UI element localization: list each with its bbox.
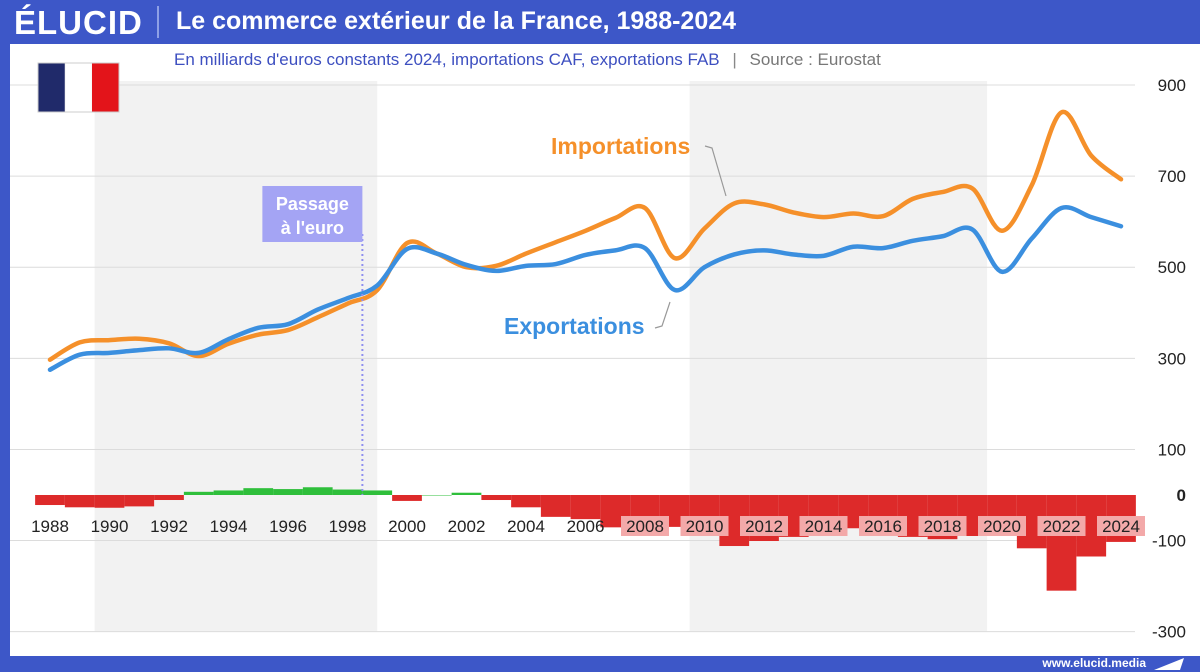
balance-bar-2005 (540, 495, 571, 517)
shaded-period-0 (94, 81, 378, 632)
x-tick-label: 2022 (1043, 517, 1081, 536)
elucid-logo[interactable]: ÉLUCID (14, 4, 143, 41)
x-tick-highlight (978, 516, 1026, 536)
balance-bar-2004 (511, 495, 541, 508)
y-tick-label: 500 (1158, 258, 1186, 277)
balance-bar-1999 (362, 490, 393, 495)
balance-bar-1997 (302, 487, 333, 495)
euro-label-line2: à l'euro (281, 218, 344, 238)
y-tick-label: 300 (1158, 349, 1186, 368)
x-tick-label: 2006 (567, 517, 605, 536)
x-tick-label: 2014 (805, 517, 843, 536)
balance-bar-2003 (481, 495, 512, 501)
x-tick-label: 1988 (31, 517, 69, 536)
site-url[interactable]: www.elucid.media (1042, 656, 1146, 670)
y-tick-label: 0 (1177, 486, 1186, 505)
x-tick-label: 2010 (686, 517, 724, 536)
balance-bar-2002 (451, 492, 482, 495)
balance-bar-2000 (392, 495, 422, 501)
x-tick-highlight (680, 516, 729, 536)
gridlines (10, 84, 1135, 633)
balance-bar-2022 (1046, 495, 1077, 591)
leader-line-importations (704, 145, 727, 197)
x-tick-label: 2008 (626, 517, 664, 536)
leader-line-exportations (654, 301, 671, 329)
balance-bar-1989 (64, 495, 95, 508)
elucid-mark-icon (1154, 658, 1184, 670)
x-tick-highlight (799, 516, 848, 536)
header-bar: ÉLUCID Le commerce extérieur de la Franc… (0, 0, 1200, 44)
x-tick-highlight (1097, 516, 1145, 536)
x-tick-label: 1994 (210, 517, 248, 536)
balance-bar-1996 (273, 489, 303, 495)
france-flag-icon (37, 62, 120, 113)
x-tick-label: 1998 (329, 517, 367, 536)
label-importations: Importations (551, 133, 690, 159)
x-tick-highlight (1037, 516, 1086, 536)
subtitle-main: En milliards d'euros constants 2024, imp… (174, 50, 720, 69)
balance-bar-1992 (154, 495, 184, 501)
balance-bar-1995 (243, 488, 274, 495)
footer-bar: www.elucid.media (0, 656, 1200, 672)
y-tick-label: 700 (1158, 167, 1186, 186)
x-tick-highlight (918, 516, 967, 536)
y-tick-label: 900 (1158, 76, 1186, 95)
series-lines: Importations Exportations (47, 109, 1124, 372)
subtitle-source: Source : Eurostat (750, 50, 882, 69)
tick-labels: 900 700 500 300 100 0 -100 -300 1988 1990 1992 1994… (31, 76, 1186, 642)
x-tick-label: 2004 (507, 517, 545, 536)
x-tick-label: 2016 (864, 517, 902, 536)
y-tick-label: 100 (1158, 440, 1186, 459)
shaded-periods (94, 81, 988, 632)
x-tick-label: 2020 (983, 517, 1021, 536)
x-tick-label: 2024 (1102, 517, 1140, 536)
balance-bar-1993 (183, 491, 214, 495)
y-tick-label: -300 (1152, 623, 1186, 642)
chart-title: Le commerce extérieur de la France, 1988… (176, 7, 737, 35)
x-tick-label: 1996 (269, 517, 307, 536)
subtitle-separator: | (732, 50, 736, 69)
x-tick-highlight (621, 516, 669, 536)
balance-bar-1994 (213, 490, 244, 495)
series-line-exportations (47, 204, 1124, 372)
euro-label-line1: Passage (276, 194, 349, 214)
balance-bar-1990 (94, 495, 125, 508)
x-tick-highlight (740, 516, 788, 536)
x-tick-label: 1990 (91, 517, 129, 536)
balance-bar-1998 (332, 489, 363, 495)
x-tick-label: 2018 (924, 517, 962, 536)
y-tick-label: -100 (1152, 532, 1186, 551)
x-tick-label: 2002 (448, 517, 486, 536)
euro-annotation: Passage à l'euro (262, 186, 364, 495)
balance-bar-2006 (570, 495, 601, 520)
balance-bar-2001 (421, 495, 452, 496)
x-tick-label: 2000 (388, 517, 426, 536)
series-line-importations (47, 109, 1124, 362)
label-exportations: Exportations (504, 313, 645, 339)
balance-bar-1988 (35, 495, 65, 506)
subtitle-text: En milliards d'euros constants 2024, imp… (174, 50, 881, 69)
header-divider (157, 6, 159, 38)
balance-bar-1991 (124, 495, 155, 507)
shaded-period-1 (689, 81, 988, 632)
euro-label-box (262, 186, 363, 242)
chart-svg: Importations Exportations 900 700 500 300 100… (10, 50, 1186, 642)
x-tick-label: 2012 (745, 517, 783, 536)
x-tick-highlight (859, 516, 907, 536)
x-tick-label: 1992 (150, 517, 188, 536)
chart-panel: Importations Exportations 900 700 500 300 100… (10, 44, 1200, 656)
